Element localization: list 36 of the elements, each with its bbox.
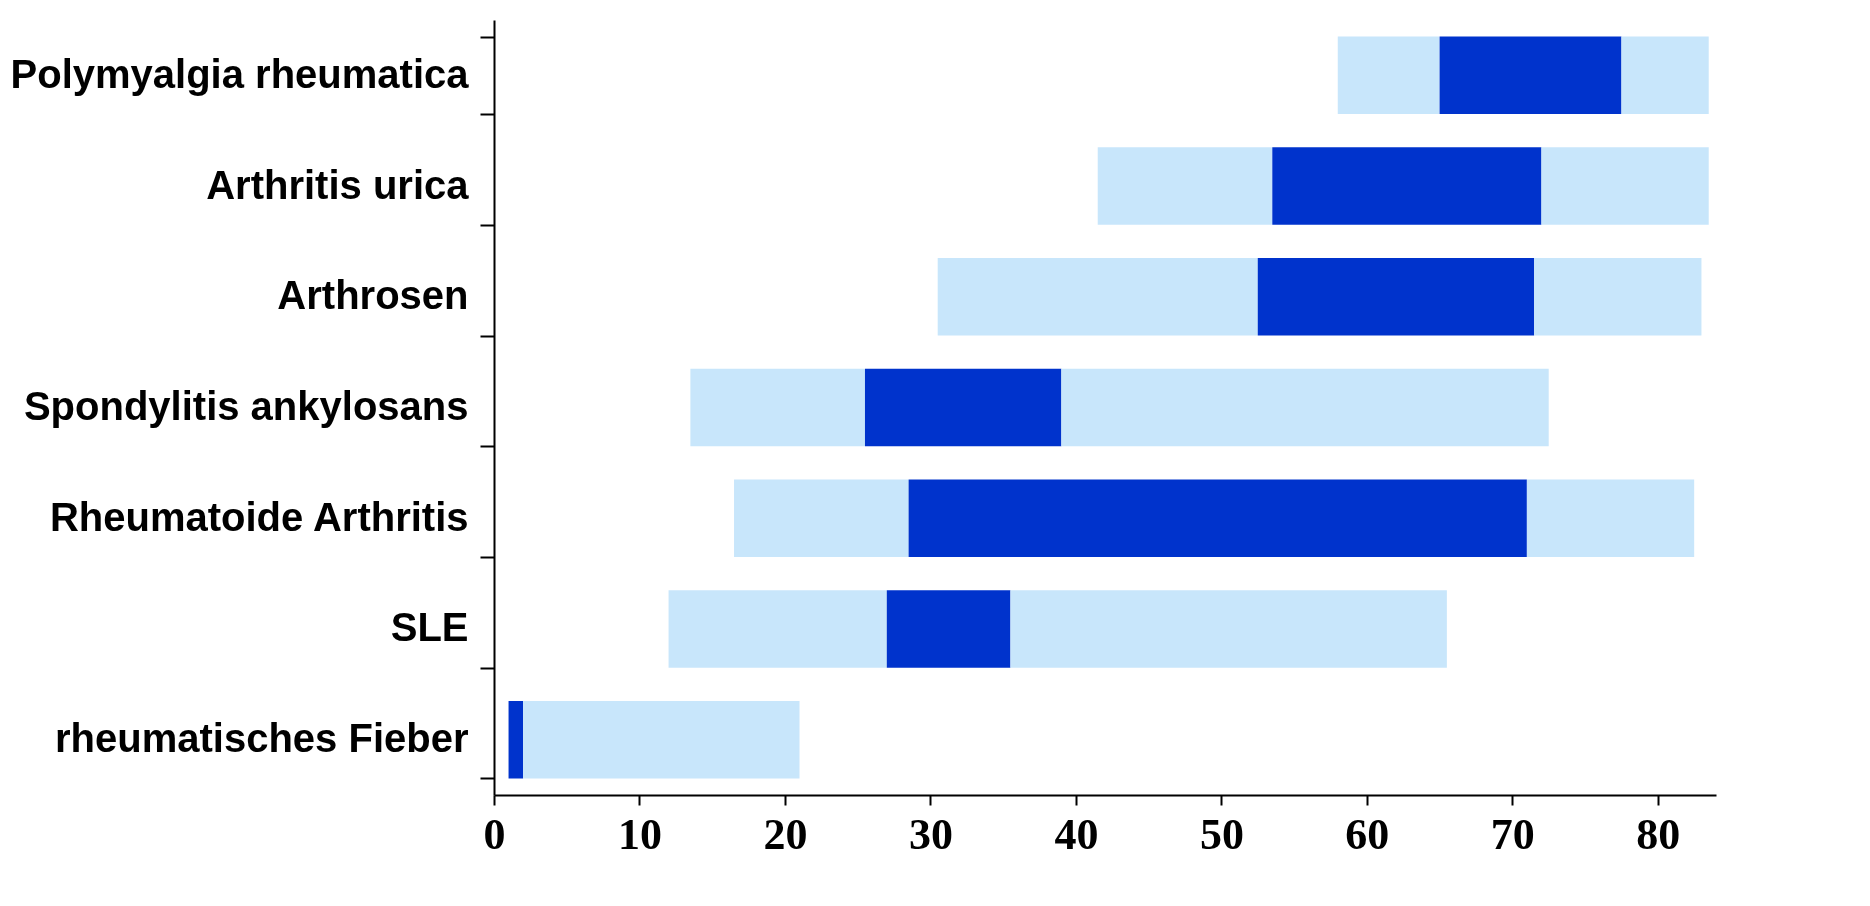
bar — [1621, 36, 1709, 115]
x-tick-label: 10 — [617, 809, 662, 859]
bar — [734, 479, 909, 557]
x-tick-label: 60 — [1345, 809, 1390, 859]
y-tick-label: Rheumatoide Arthritis — [49, 494, 469, 539]
y-tick-label: Spondylitis ankylosans — [23, 384, 469, 428]
y-tick-label: Arthrosen — [277, 273, 469, 318]
y-tick-label: rheumatisches Fieber — [55, 716, 469, 761]
bar — [1257, 258, 1535, 336]
bar — [937, 258, 1258, 336]
x-tick-label: 0 — [483, 809, 506, 859]
bar — [523, 700, 800, 779]
y-tick-label: SLE — [390, 605, 469, 650]
bar — [1061, 368, 1549, 447]
bar — [508, 700, 524, 779]
x-tick-label: 80 — [1636, 809, 1681, 859]
y-tick-label: Polymyalgia rheumatica — [10, 51, 470, 96]
bar — [1010, 590, 1447, 668]
x-tick-label: 70 — [1490, 809, 1535, 859]
bar — [1272, 147, 1542, 225]
y-tick-label: Arthritis urica — [206, 162, 470, 207]
x-tick-label: 40 — [1054, 809, 1099, 859]
bar — [1097, 147, 1273, 225]
bar — [1526, 479, 1695, 557]
bar — [1439, 36, 1622, 115]
bar — [1534, 258, 1702, 336]
bar — [908, 479, 1527, 557]
bar — [886, 590, 1011, 668]
bar — [1337, 36, 1440, 115]
bar — [690, 368, 865, 447]
x-tick-label: 20 — [763, 809, 808, 859]
bar — [1541, 147, 1709, 225]
x-tick-label: 30 — [908, 809, 953, 859]
bar — [864, 368, 1062, 447]
x-tick-label: 50 — [1199, 809, 1244, 859]
bar — [668, 590, 887, 668]
